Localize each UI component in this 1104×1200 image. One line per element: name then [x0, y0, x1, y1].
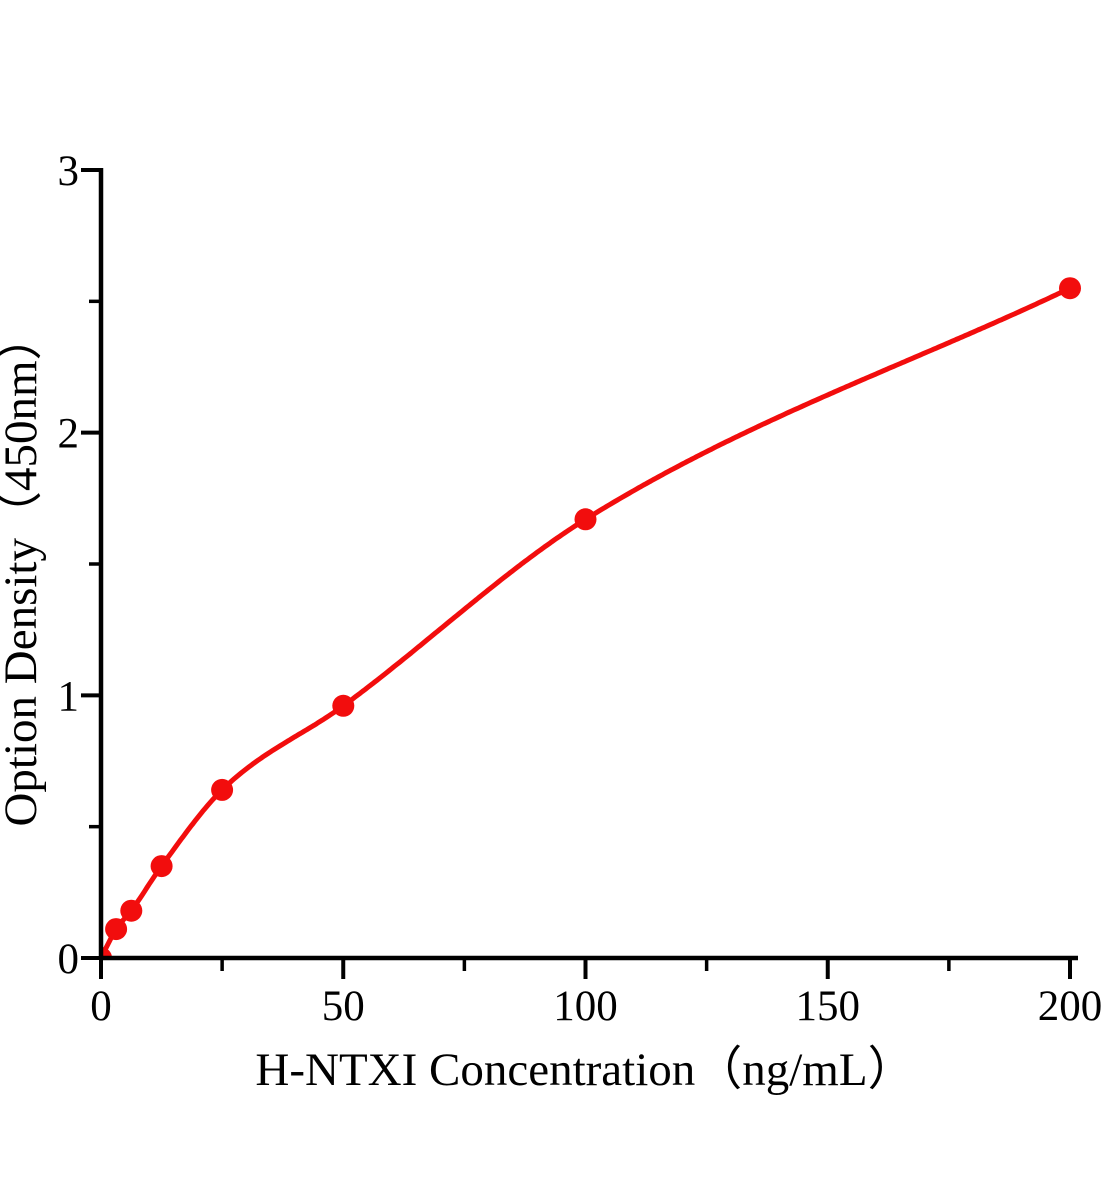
y-tick-label: 2	[58, 411, 80, 458]
x-axis-title: H-NTXI Concentration（ng/mL）	[255, 1044, 914, 1096]
data-point	[574, 508, 597, 531]
data-point	[150, 855, 173, 878]
y-tick-label: 0	[58, 936, 80, 983]
y-tick-label: 3	[58, 148, 80, 195]
data-point	[105, 918, 128, 941]
data-point	[332, 694, 355, 717]
data-point	[101, 947, 112, 956]
y-axis-title: Option Density（450nm）	[0, 313, 47, 826]
data-point	[120, 899, 143, 922]
x-tick-label: 200	[1038, 983, 1103, 1030]
y-tick-label: 1	[58, 673, 80, 720]
x-tick-label: 150	[796, 983, 861, 1030]
x-tick-label: 100	[553, 983, 618, 1030]
x-tick-label: 50	[322, 983, 365, 1030]
data-point	[1059, 277, 1081, 300]
data-point	[211, 778, 234, 801]
chart-layer: 0 50 100 150 200 0 1 2 3	[58, 148, 1103, 1030]
x-tick-label: 0	[90, 983, 112, 1030]
fit-curve	[101, 285, 1072, 956]
